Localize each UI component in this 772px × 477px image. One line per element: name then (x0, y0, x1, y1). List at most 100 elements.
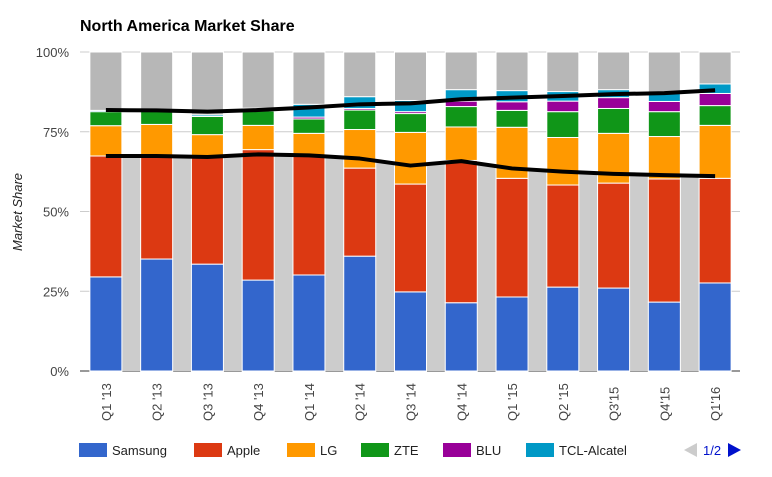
x-tick-label: Q4 '14 (454, 383, 469, 421)
x-tick-label: Q4'15 (657, 387, 672, 421)
x-tick-label: Q3 '14 (404, 383, 419, 421)
bar-segment-samsung[interactable] (698, 282, 732, 372)
bar-segment-other[interactable] (495, 51, 529, 92)
y-tick-label: 25% (43, 284, 69, 299)
bar-segment-samsung[interactable] (546, 286, 580, 372)
bar-segment-zte[interactable] (698, 105, 732, 126)
bar-segment-other[interactable] (89, 51, 123, 111)
x-tick-label: Q2 '15 (556, 383, 571, 421)
bar-segment-samsung[interactable] (241, 279, 275, 372)
legend-label: LG (320, 443, 337, 458)
bar-segment-other[interactable] (394, 51, 427, 101)
bar-segment-samsung[interactable] (292, 274, 326, 372)
bar-segment-samsung[interactable] (647, 301, 681, 372)
legend-item[interactable]: Samsung (79, 443, 167, 458)
bar-segment-other[interactable] (241, 51, 275, 109)
bar-segment-other[interactable] (546, 51, 580, 93)
bar-segment-apple[interactable] (698, 177, 732, 284)
bar-segment-lg[interactable] (190, 134, 224, 158)
bar-segment-lg[interactable] (343, 129, 377, 169)
bar-segment-zte[interactable] (546, 111, 580, 138)
bar-segment-other[interactable] (444, 51, 478, 91)
legend-item[interactable]: LG (287, 443, 337, 458)
bar-segment-other[interactable] (343, 51, 377, 98)
bar-segment-zte[interactable] (241, 110, 275, 126)
bar-segment-samsung[interactable] (190, 263, 224, 372)
bar-segment-blu[interactable] (698, 92, 732, 107)
bar-segment-apple[interactable] (597, 182, 631, 289)
bar-segment-apple[interactable] (241, 149, 275, 281)
x-tick-label: Q4 '13 (251, 383, 266, 421)
bar-segment-blu[interactable] (495, 101, 529, 111)
bar-segment-zte[interactable] (89, 111, 123, 127)
x-tick-label: Q2 '13 (150, 383, 165, 421)
bar-segment-lg[interactable] (444, 126, 478, 161)
bar-segment-lg[interactable] (241, 124, 275, 151)
bar-segment-lg[interactable] (394, 131, 427, 185)
bar-segment-lg[interactable] (292, 132, 326, 157)
bar-segment-zte[interactable] (647, 111, 681, 138)
bar-segment-samsung[interactable] (394, 291, 427, 372)
x-tick-label: Q1 '15 (505, 383, 520, 421)
stacked-bars (89, 51, 732, 372)
bar-stack (597, 51, 631, 372)
legend-item[interactable]: TCL-Alcatel (526, 443, 627, 458)
x-tick-label: Q1 '14 (302, 383, 317, 421)
bar-segment-samsung[interactable] (140, 258, 174, 372)
legend-item[interactable]: ZTE (361, 443, 419, 458)
legend-item[interactable]: BLU (443, 443, 501, 458)
legend-label: BLU (476, 443, 501, 458)
legend-next-page-icon[interactable] (728, 443, 741, 457)
bar-segment-lg[interactable] (89, 125, 123, 157)
legend-item[interactable]: Apple (194, 443, 260, 458)
bar-segment-lg[interactable] (140, 123, 174, 157)
bar-segment-other[interactable] (190, 51, 224, 116)
bar-segment-apple[interactable] (495, 177, 529, 298)
bar-segment-apple[interactable] (647, 178, 681, 303)
bar-segment-apple[interactable] (140, 155, 174, 260)
bar-segment-zte[interactable] (444, 106, 478, 128)
y-axis-label: Market Share (10, 173, 25, 251)
legend-prev-page-icon[interactable] (684, 443, 697, 457)
bar-segment-apple[interactable] (89, 155, 123, 278)
bar-segment-other[interactable] (647, 51, 681, 94)
bar-segment-blu[interactable] (647, 100, 681, 113)
bar-segment-samsung[interactable] (597, 287, 631, 372)
bar-segment-zte[interactable] (495, 109, 529, 128)
bar-segment-samsung[interactable] (444, 302, 478, 372)
x-tick-label: Q1 '13 (99, 383, 114, 421)
bar-segment-zte[interactable] (597, 107, 631, 134)
bar-segment-zte[interactable] (394, 113, 427, 133)
bar-segment-blu[interactable] (546, 100, 580, 113)
bar-segment-apple[interactable] (292, 155, 326, 276)
bar-segment-zte[interactable] (292, 118, 326, 134)
bar-segment-lg[interactable] (647, 136, 681, 180)
bar-stack (140, 51, 174, 372)
bar-segment-apple[interactable] (343, 167, 377, 257)
legend-swatch (526, 443, 554, 457)
bar-segment-samsung[interactable] (495, 296, 529, 372)
bar-segment-other[interactable] (597, 51, 631, 91)
bar-segment-blu[interactable] (597, 97, 631, 109)
bar-segment-other[interactable] (292, 51, 326, 105)
x-tick-label: Q2 '14 (353, 383, 368, 421)
legend-pager: 1/2 (684, 443, 741, 458)
bar-segment-apple[interactable] (546, 184, 580, 288)
bar-segment-other[interactable] (140, 51, 174, 111)
bar-segment-samsung[interactable] (343, 255, 377, 372)
bar-segment-apple[interactable] (394, 183, 427, 293)
bar-segment-apple[interactable] (444, 159, 478, 304)
bar-segment-samsung[interactable] (89, 276, 123, 372)
bar-segment-zte[interactable] (343, 109, 377, 131)
upper-trend-line[interactable] (105, 88, 716, 114)
bar-stack (495, 51, 529, 372)
bar-segment-lg[interactable] (546, 136, 580, 186)
bar-segment-zte[interactable] (190, 115, 224, 136)
bar-segment-apple[interactable] (190, 156, 224, 265)
bar-segment-lg[interactable] (698, 124, 732, 179)
bar-segment-other[interactable] (698, 51, 732, 85)
lower-trend-line[interactable] (105, 152, 716, 179)
legend-label: Apple (227, 443, 260, 458)
legend-swatch (361, 443, 389, 457)
